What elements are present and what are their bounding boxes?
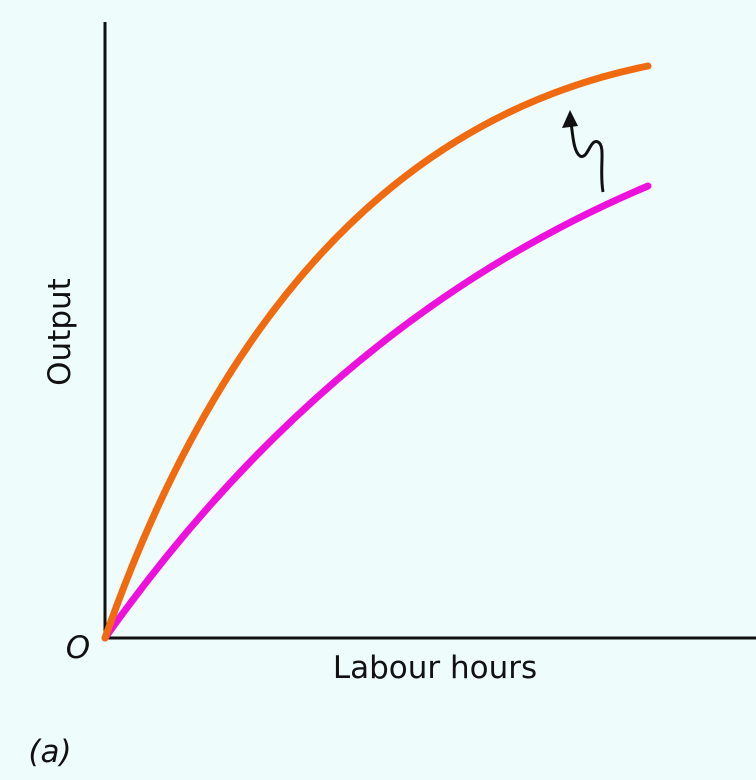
panel-label: (a) xyxy=(28,734,71,770)
arrow-head xyxy=(562,110,578,128)
shifted-curve xyxy=(101,62,652,642)
x-axis-label: Labour hours xyxy=(333,650,537,686)
shift-arrow xyxy=(569,121,605,193)
original-curve xyxy=(101,182,652,642)
y-axis-label: Output xyxy=(42,278,78,386)
origin-label: O xyxy=(66,630,90,666)
